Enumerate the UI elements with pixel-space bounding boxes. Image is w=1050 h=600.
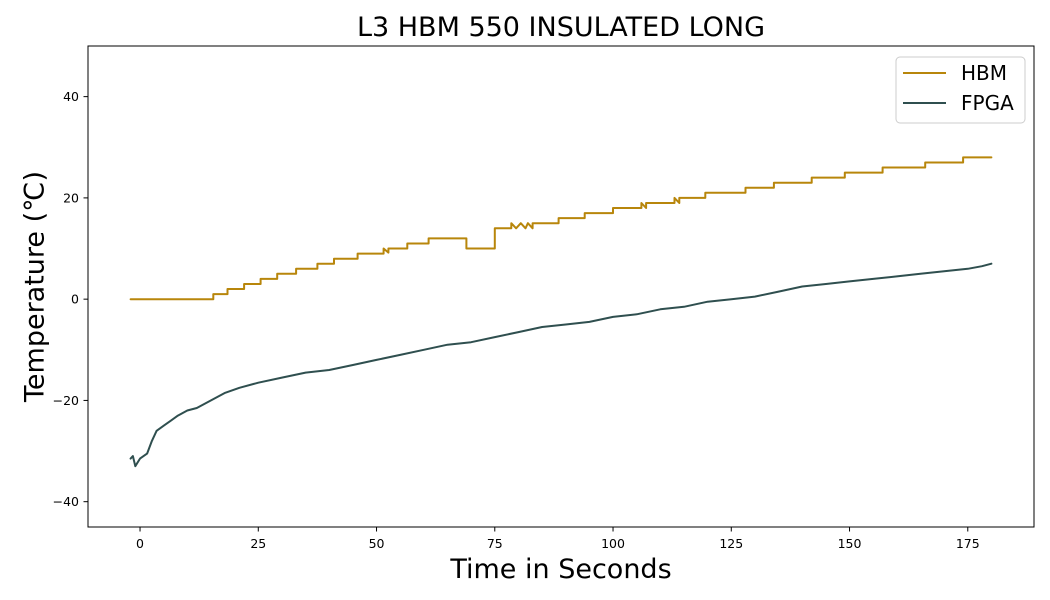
x-tick-label: 25 [250, 536, 266, 551]
x-axis: 0 25 50 75 100 125 150 175 [136, 527, 980, 551]
x-tick-label: 50 [369, 536, 385, 551]
x-tick-label: 75 [487, 536, 503, 551]
legend-item-hbm: HBM [903, 61, 1007, 85]
y-tick-label: 40 [63, 89, 79, 104]
legend-item-fpga: FPGA [903, 91, 1014, 115]
legend-items: HBM FPGA [903, 61, 1014, 115]
legend-label: FPGA [961, 91, 1014, 115]
x-tick-label: 0 [136, 536, 144, 551]
y-axis: −40 −20 0 20 40 [53, 89, 88, 509]
chart-title: L3 HBM 550 INSULATED LONG [357, 12, 765, 43]
series-line-fpga [129, 262, 993, 468]
x-tick-label: 175 [956, 536, 980, 551]
series-layer [129, 156, 993, 468]
y-tick-label: −40 [53, 494, 79, 509]
legend: HBM FPGA [895, 56, 1026, 124]
y-tick-label: 20 [63, 190, 79, 205]
series-line-hbm [129, 156, 993, 301]
plot-area [87, 45, 1035, 528]
legend-label: HBM [961, 61, 1007, 85]
y-tick-label: −20 [53, 393, 79, 408]
y-axis-title: Temperature (℃) [20, 171, 51, 403]
x-tick-label: 125 [719, 536, 743, 551]
y-tick-label: 0 [71, 292, 79, 307]
x-axis-title: Time in Seconds [449, 554, 671, 585]
plot-frame [87, 45, 1035, 528]
x-tick-label: 100 [601, 536, 625, 551]
x-tick-label: 150 [838, 536, 862, 551]
